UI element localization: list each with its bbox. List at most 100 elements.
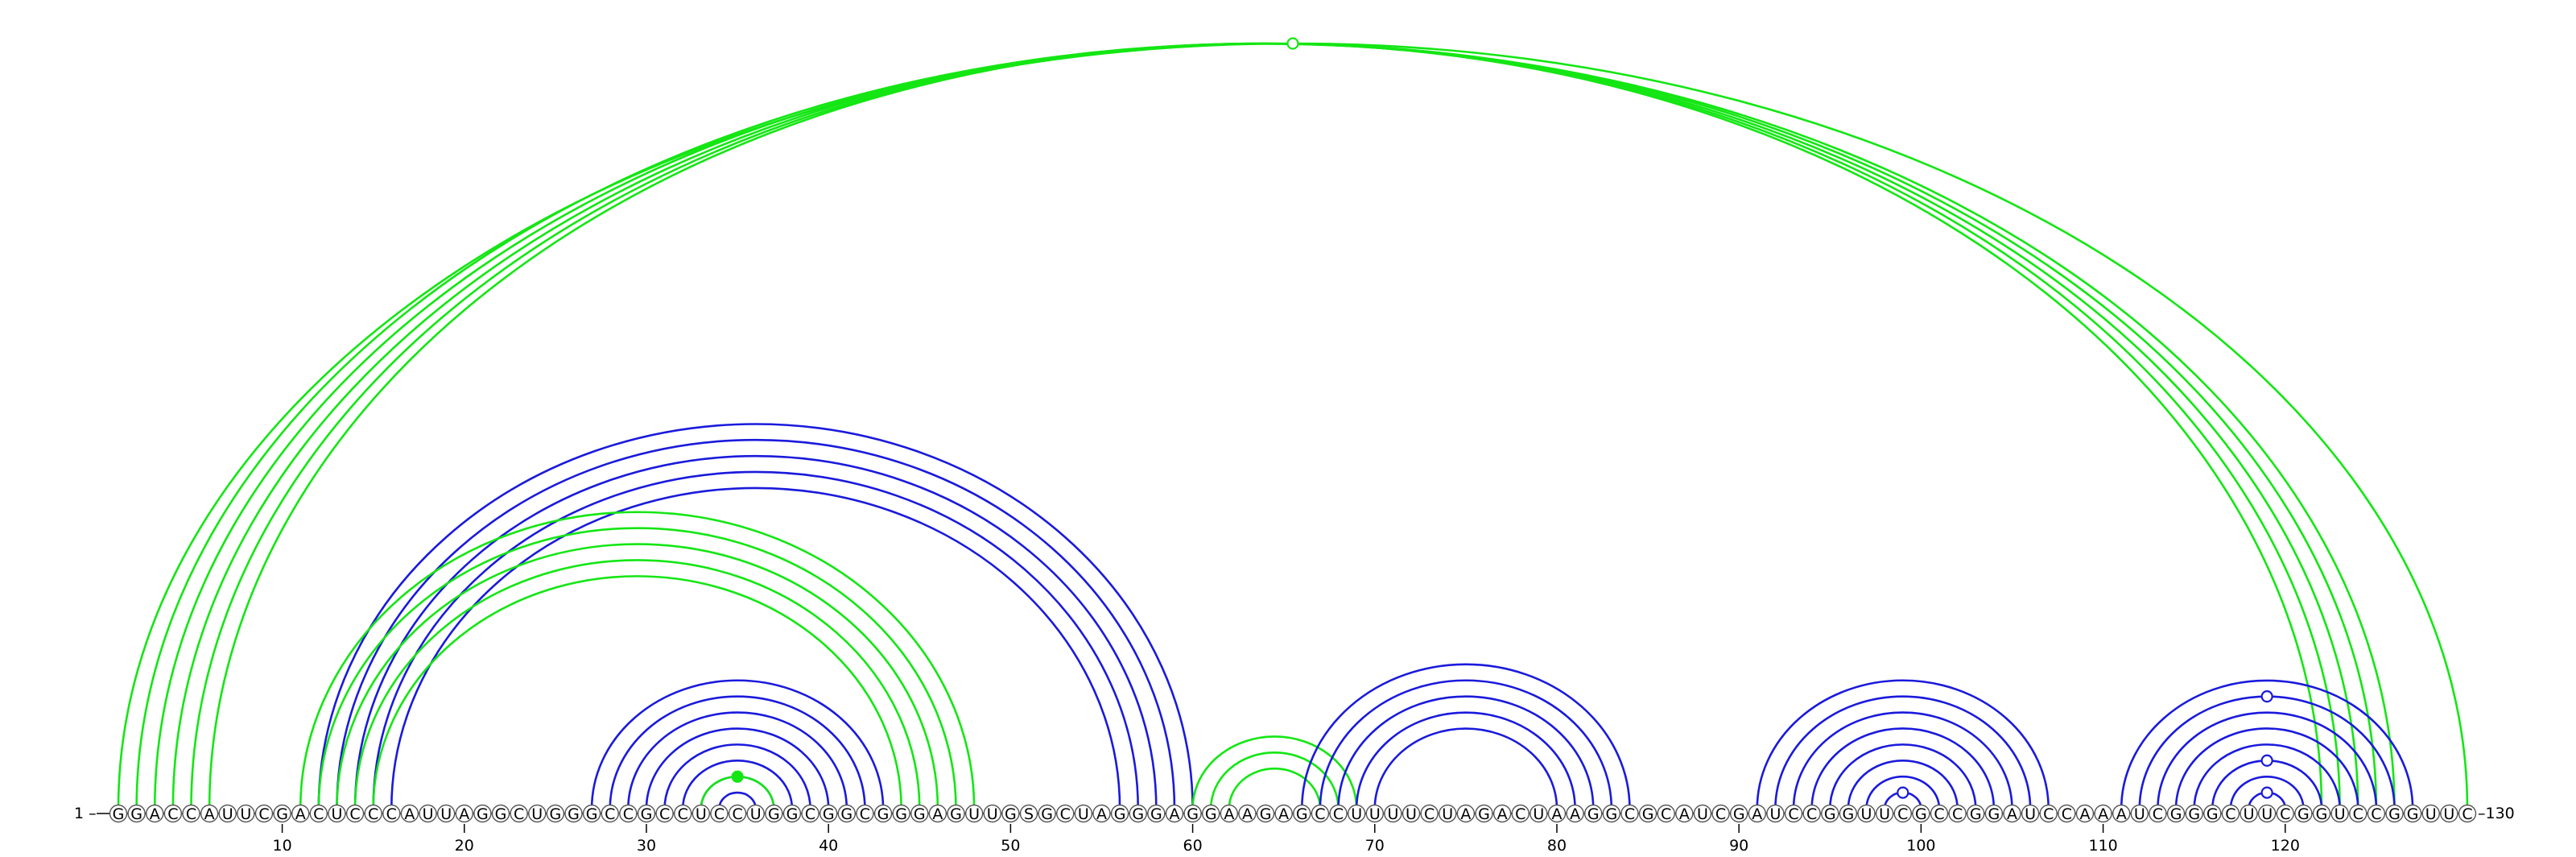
- nucleotide-letter: U: [750, 805, 762, 823]
- tick-label-60: 60: [1183, 837, 1202, 855]
- nucleotide-37: G: [765, 804, 783, 823]
- tick-label-40: 40: [819, 837, 838, 855]
- nucleotide-104: G: [1984, 804, 2004, 823]
- nucleotide-letter: A: [1278, 805, 1289, 823]
- nucleotide-letter: A: [459, 805, 469, 823]
- nucleotide-112: U: [2130, 804, 2149, 823]
- nucleotide-116: G: [2203, 804, 2222, 823]
- nucleotide-letter: G: [950, 805, 962, 823]
- nucleotide-48: U: [964, 804, 984, 823]
- arc-5-123: [190, 42, 2341, 809]
- nucleotide-letter: G: [2188, 805, 2200, 823]
- nucleotide-54: U: [1074, 804, 1093, 823]
- nucleotide-letter: G: [1005, 805, 1017, 823]
- arc-4-124: [171, 42, 2359, 809]
- nucleotide-50: G: [1001, 804, 1020, 823]
- nucleotide-letter: C: [368, 805, 378, 823]
- nucleotide-circle: [1566, 804, 1584, 823]
- nucleotide-letter: A: [1679, 805, 1690, 823]
- arc-69-81: [1355, 711, 1576, 809]
- nucleotide-31: C: [655, 804, 674, 823]
- nucleotide-14: C: [345, 804, 365, 823]
- nucleotide-letter: A: [295, 805, 306, 823]
- arc-116-122: [2211, 759, 2323, 809]
- nucleotide-letter: C: [313, 805, 324, 823]
- nucleotide-letter: A: [2116, 805, 2127, 823]
- nucleotide-circle: [146, 804, 164, 823]
- nucleotide-122: G: [2312, 804, 2331, 823]
- nucleotide-letter: G: [1296, 805, 1308, 823]
- nucleotide-letter: U: [2443, 805, 2454, 823]
- nucleotide-circle: [1129, 804, 1147, 823]
- nucleotide-5: C: [182, 804, 200, 823]
- nucleotide-circle: [728, 804, 747, 823]
- nucleotide-circle: [2294, 804, 2313, 823]
- nucleotide-70: U: [1365, 804, 1384, 823]
- nucleotide-letter: U: [1861, 805, 1872, 823]
- nucleotide-circle: [1875, 804, 1894, 823]
- nucleotide-circle: [2112, 804, 2131, 823]
- nucleotide-71: U: [1384, 804, 1402, 823]
- nucleotide-circle: [1821, 804, 1839, 823]
- nucleotide-circle: [1347, 804, 1366, 823]
- nucleotide-letter: C: [1788, 805, 1798, 823]
- arc-28-42: [609, 695, 866, 809]
- nucleotide-letter: G: [1733, 805, 1745, 823]
- nucleotide-letter: G: [1605, 805, 1617, 823]
- nucleotide-46: A: [928, 804, 947, 823]
- nucleotide-92: U: [1766, 804, 1785, 823]
- nucleotide-circle: [1274, 804, 1293, 823]
- nucleotide-101: C: [1930, 804, 1949, 823]
- arc-96-102: [1847, 759, 1959, 809]
- marker-98-100: [1897, 786, 1909, 799]
- nucleotide-74: U: [1439, 804, 1457, 823]
- nucleotide-circle: [2367, 804, 2386, 823]
- nucleotide-83: G: [1602, 804, 1621, 823]
- nucleotide-letter: U: [696, 805, 707, 823]
- arc-68-82: [1337, 695, 1595, 809]
- nucleotide-letter: U: [1533, 805, 1544, 823]
- nucleotide-letter: A: [1497, 805, 1508, 823]
- nucleotide-letter: U: [1697, 805, 1708, 823]
- nucleotide-letter: G: [568, 805, 580, 823]
- nucleotide-letter: G: [768, 805, 780, 823]
- nucleotide-circle: [2458, 804, 2477, 823]
- nucleotide-circle: [218, 804, 237, 823]
- nucleotide-letter: U: [1351, 805, 1362, 823]
- nucleotide-circle: [1293, 804, 1311, 823]
- nucleotide-letter: G: [495, 805, 507, 823]
- nucleotide-60: G: [1183, 804, 1202, 823]
- nucleotide-29: C: [619, 804, 638, 823]
- marker-118-120: [2260, 786, 2273, 799]
- nucleotide-letter: G: [113, 805, 125, 823]
- arc-115-123: [2193, 743, 2341, 809]
- nucleotide-circle: [2440, 804, 2458, 823]
- nucleotide-circle: [2058, 804, 2076, 823]
- arc-61-68: [1209, 751, 1340, 809]
- nucleotide-51: S: [1019, 804, 1038, 823]
- nucleotide-108: C: [2058, 804, 2076, 823]
- arc-67-83: [1319, 679, 1613, 809]
- nucleotide-67: C: [1311, 804, 1330, 823]
- nucleotide-95: G: [1821, 804, 1839, 823]
- nucleotide-circle: [1675, 804, 1694, 823]
- nucleotide-letter: G: [1150, 805, 1162, 823]
- nucleotide-circle: [546, 804, 565, 823]
- nucleotide-87: A: [1675, 804, 1694, 823]
- nucleotide-circle: [309, 804, 328, 823]
- nucleotide-49: U: [983, 804, 1001, 823]
- nucleotide-letter: C: [2062, 805, 2072, 823]
- nucleotide-letter: G: [1132, 805, 1144, 823]
- nucleotide-68: C: [1329, 804, 1348, 823]
- nucleotide-letter: C: [2225, 805, 2235, 823]
- nucleotide-126: G: [2385, 804, 2404, 823]
- tick-label-50: 50: [1001, 837, 1020, 855]
- nucleotide-letter: G: [276, 805, 288, 823]
- nucleotide-circle: [2276, 804, 2294, 823]
- nucleotide-circle: [2221, 804, 2240, 823]
- nucleotide-64: G: [1256, 804, 1275, 823]
- arc-14-45: [353, 559, 921, 809]
- nucleotide-circle: [2403, 804, 2422, 823]
- nucleotide-39: C: [801, 804, 819, 823]
- nucleotide-circle: [1238, 804, 1257, 823]
